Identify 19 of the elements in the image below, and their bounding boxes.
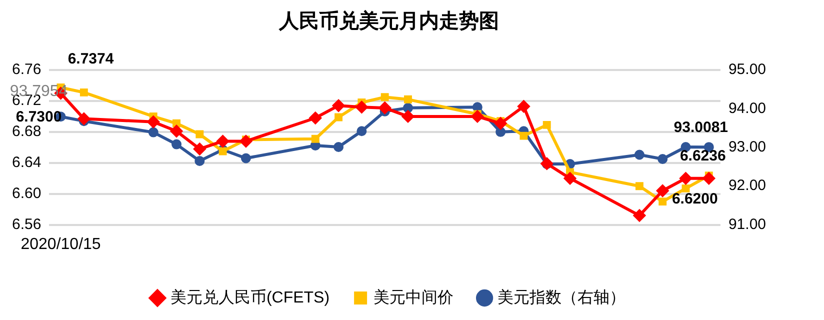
y-tick-label: 6.68 [12,123,42,140]
legend-label: 美元指数（右轴） [498,288,626,306]
y-tick-label: 6.76 [12,61,42,78]
legend-label: 美元兑人民币(CFETS) [170,288,330,306]
data-label: 93.0081 [674,119,728,136]
chart-title: 人民币兑美元月内走势图 [278,10,499,33]
y2-tick-label: 92.00 [728,177,766,194]
y-tick-label: 6.64 [12,154,42,172]
y-tick-label: 6.60 [12,184,42,202]
y-tick-label: 6.56 [12,216,42,233]
y2-tick-label: 95.00 [728,61,766,78]
y2-tick-label: 93.00 [728,138,766,156]
y2-tick-label: 91.00 [728,216,766,233]
x-tick-label: 2020/10/15 [20,236,101,253]
legend-label: 美元中间价 [374,288,454,306]
data-label: 6.6236 [680,148,726,165]
data-label: 6.7374 [68,50,114,68]
data-label: 6.6200 [672,190,718,208]
y2-tick-label: 94.00 [728,100,766,117]
